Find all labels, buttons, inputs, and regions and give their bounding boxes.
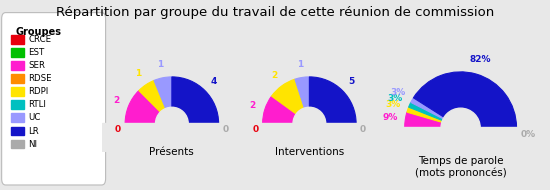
Wedge shape [125, 91, 172, 124]
Text: 2: 2 [113, 96, 120, 105]
Bar [11, 140, 24, 148]
Wedge shape [309, 77, 356, 124]
Wedge shape [172, 77, 219, 124]
Bar [11, 74, 24, 83]
Bar [11, 87, 24, 96]
Bar [377, 127, 544, 161]
Wedge shape [405, 112, 461, 128]
Text: 0%: 0% [520, 130, 535, 139]
Text: UC: UC [29, 113, 41, 122]
Wedge shape [272, 79, 309, 124]
Wedge shape [295, 77, 309, 124]
Text: 0: 0 [252, 125, 258, 134]
Bar [11, 127, 24, 135]
Text: 82%: 82% [470, 55, 491, 63]
Text: 0: 0 [115, 125, 121, 134]
Text: 0: 0 [223, 125, 229, 134]
Bar [11, 113, 24, 122]
Bar [239, 123, 380, 152]
Text: Temps de parole
(mots prononcés): Temps de parole (mots prononcés) [415, 156, 507, 178]
Text: 3%: 3% [388, 94, 403, 103]
Bar [102, 123, 242, 152]
Text: 2: 2 [249, 101, 256, 110]
Circle shape [293, 107, 326, 140]
Wedge shape [409, 102, 461, 128]
Text: EST: EST [29, 48, 45, 57]
Text: LR: LR [29, 127, 40, 135]
Bar [11, 48, 24, 57]
Text: 1: 1 [157, 60, 163, 70]
Text: 2: 2 [271, 71, 277, 80]
Wedge shape [154, 77, 172, 124]
Text: 3%: 3% [386, 100, 400, 109]
Text: RDPI: RDPI [29, 87, 49, 96]
FancyBboxPatch shape [2, 13, 106, 185]
Text: 5: 5 [349, 77, 355, 86]
Text: 0: 0 [360, 125, 366, 134]
Wedge shape [407, 107, 461, 128]
Circle shape [441, 108, 480, 147]
Text: NI: NI [29, 140, 37, 149]
Bar [11, 35, 24, 44]
Text: RTLI: RTLI [29, 100, 46, 109]
Bar [11, 61, 24, 70]
Text: Présents: Présents [150, 147, 194, 157]
Text: SER: SER [29, 61, 46, 70]
Text: Interventions: Interventions [275, 147, 344, 157]
Text: 9%: 9% [382, 113, 398, 122]
Wedge shape [411, 98, 461, 128]
Text: 1: 1 [135, 69, 142, 78]
Text: 3%: 3% [391, 88, 406, 97]
Text: RDSE: RDSE [29, 74, 52, 83]
Circle shape [156, 107, 188, 140]
Text: 4: 4 [211, 77, 217, 86]
Wedge shape [414, 72, 516, 128]
Text: Répartition par groupe du travail de cette réunion de commission: Répartition par groupe du travail de cet… [56, 6, 494, 19]
Text: 1: 1 [297, 60, 303, 69]
Bar [11, 100, 24, 109]
Text: CRCE: CRCE [29, 35, 52, 44]
Wedge shape [139, 80, 172, 124]
Text: Groupes: Groupes [15, 27, 61, 37]
Wedge shape [263, 96, 309, 124]
